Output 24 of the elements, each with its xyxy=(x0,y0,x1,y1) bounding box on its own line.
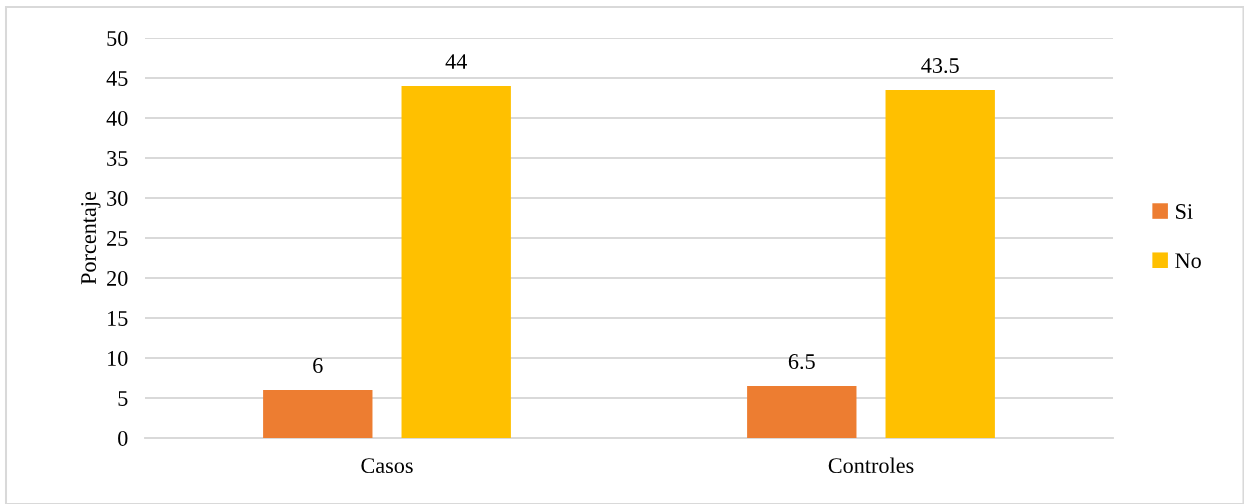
data-label: 43.5 xyxy=(921,58,959,74)
data-label: 6 xyxy=(313,358,323,373)
x-tick-label: Casos xyxy=(361,458,413,474)
bar xyxy=(747,386,857,438)
data-label: 44 xyxy=(445,54,467,69)
data-label: 6.5 xyxy=(788,354,815,370)
bar xyxy=(885,90,995,438)
y-axis-title: Porcentaje xyxy=(81,191,101,285)
y-tick-label: 50 xyxy=(107,30,128,46)
x-tick-label: Controles xyxy=(828,457,914,474)
bar xyxy=(401,86,511,438)
y-tick-label: 25 xyxy=(107,230,128,246)
y-tick-label: 5 xyxy=(118,391,128,406)
y-tick-label: 45 xyxy=(106,71,128,86)
y-tick-label: 40 xyxy=(106,110,128,126)
bar xyxy=(263,390,373,438)
y-tick-label: 15 xyxy=(108,311,128,326)
legend-label: Si xyxy=(1176,204,1193,220)
y-tick-label: 35 xyxy=(107,150,128,166)
y-tick-label: 10 xyxy=(108,350,128,366)
y-tick-label: 20 xyxy=(107,270,128,286)
y-tick-label: 0 xyxy=(118,430,128,446)
legend-label: No xyxy=(1175,253,1201,269)
y-tick-label: 30 xyxy=(107,190,128,206)
